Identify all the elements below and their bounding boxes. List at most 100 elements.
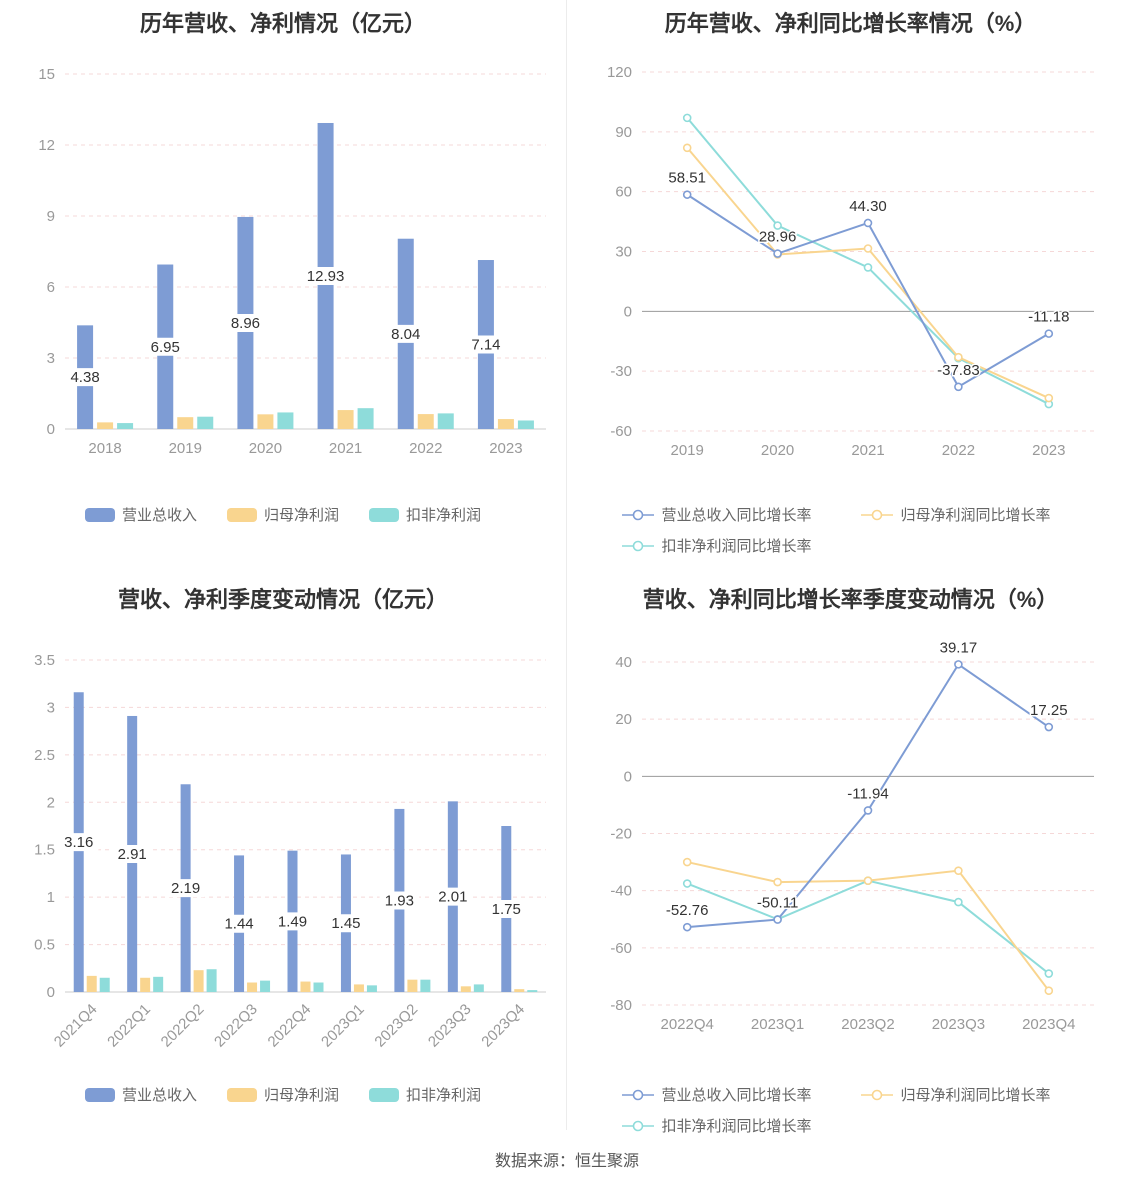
svg-text:2023Q3: 2023Q3 [425, 1001, 475, 1051]
svg-text:17.25: 17.25 [1030, 702, 1068, 719]
svg-text:-20: -20 [610, 826, 632, 843]
legend-label: 归母净利润 [263, 1087, 339, 1104]
legend-swatch-icon [369, 1087, 399, 1102]
svg-text:8.96: 8.96 [231, 315, 260, 332]
left-column: 历年营收、净利情况（亿元） 0 3 6 9 12 15 4.38 6.95 8.96 12.93 8… [0, 0, 566, 1130]
svg-text:30: 30 [615, 244, 632, 261]
svg-text:2023Q3: 2023Q3 [932, 1016, 985, 1033]
bar-value-labels: 3.16 2.91 2.19 1.44 1.49 1.45 1.93 2.01 1.75 [58, 833, 527, 933]
svg-text:1: 1 [47, 889, 55, 906]
bar-series-0 [77, 122, 494, 430]
legend-item-series-0: 营业总收入同比增长率 [621, 504, 812, 525]
data-source-note: 数据来源：恒生聚源 [494, 1153, 639, 1170]
legend-label: 营业总收入同比增长率 [661, 1087, 812, 1104]
legend-swatch-icon [226, 507, 257, 522]
svg-text:1.93: 1.93 [385, 892, 414, 909]
charts-grid: 历年营收、净利情况（亿元） 0 3 6 9 12 15 4.38 6.95 8.96 12.93 8… [0, 0, 1134, 1135]
svg-text:1.5: 1.5 [34, 842, 55, 859]
svg-text:3.5: 3.5 [34, 652, 55, 669]
svg-text:28.96: 28.96 [759, 229, 797, 246]
svg-text:6: 6 [47, 279, 55, 296]
svg-text:-60: -60 [610, 423, 632, 440]
svg-text:0: 0 [47, 421, 55, 438]
chart-title: 历年营收、净利情况（亿元） [139, 11, 426, 36]
svg-text:3: 3 [47, 350, 55, 367]
bar-value-labels: 4.38 6.95 8.96 12.93 8.04 7.14 [65, 266, 506, 387]
legend-label: 扣非净利润 [406, 507, 482, 524]
svg-text:2023Q2: 2023Q2 [841, 1016, 894, 1033]
x-axis-labels: 2021Q4 2022Q1 2022Q2 2022Q3 2022Q4 2023Q1 2023… [51, 1001, 528, 1051]
annual-growth-rate-line-section: 历年营收、净利同比增长率情况（%） 120 90 60 30 0 -30 -60 58.51 2… [567, 0, 1134, 570]
svg-text:-80: -80 [610, 997, 632, 1014]
line-series-2 [682, 876, 1054, 978]
svg-text:2022Q4: 2022Q4 [265, 1001, 315, 1051]
annual-growth-rate-line-chart: 120 90 60 30 0 -30 -60 58.51 28.96 44.30 -37.83 -11… [567, 44, 1134, 464]
quarterly-growth-rate-line-chart: 40 20 0 -20 -40 -60 -80 -52.76 -50.11 -11.94 39.17… [567, 620, 1134, 1070]
svg-text:1.49: 1.49 [278, 913, 307, 930]
svg-text:15: 15 [38, 66, 55, 83]
svg-text:2021: 2021 [851, 442, 884, 459]
svg-text:60: 60 [615, 184, 632, 201]
svg-text:2023Q4: 2023Q4 [1022, 1016, 1075, 1033]
quarterly-revenue-profit-bar-chart: 0 0.5 1 1.5 2 2.5 3 3.5 3.16 2.91 2.19 1.44 1.49 1.45… [0, 620, 566, 1070]
svg-text:40: 40 [615, 654, 632, 671]
svg-text:9: 9 [47, 208, 55, 225]
annual-bar-legend: 营业总收入 归母净利润 扣非净利润 [0, 504, 566, 525]
legend-label: 归母净利润 [263, 507, 339, 524]
svg-text:2022Q2: 2022Q2 [158, 1001, 208, 1051]
legend-line-marker-icon [621, 1120, 654, 1131]
svg-text:2022: 2022 [409, 440, 442, 457]
bar-chart-svg: 0 0.5 1 1.5 2 2.5 3 3.5 3.16 2.91 2.19 1.44 1.49 1.45… [34, 652, 546, 1051]
annual-line-legend: 营业总收入同比增长率 归母净利润同比增长率扣非净利润同比增长率 [621, 504, 1081, 556]
svg-text:0: 0 [624, 303, 632, 320]
legend-swatch-icon [369, 507, 399, 522]
legend-label: 营业总收入 [121, 507, 197, 524]
gridlines-and-yticks: 120 90 60 30 0 -30 -60 [607, 64, 1094, 440]
annual-revenue-profit-bar-chart: 0 3 6 9 12 15 4.38 6.95 8.96 12.93 8.04 7.14 2018 201… [0, 44, 566, 464]
chart-title: 营收、净利季度变动情况（亿元） [117, 587, 448, 612]
svg-text:8.04: 8.04 [391, 326, 420, 343]
svg-text:2022Q1: 2022Q1 [104, 1001, 154, 1051]
legend-label: 归母净利润同比增长率 [900, 507, 1051, 524]
svg-text:2023: 2023 [489, 440, 522, 457]
legend-item-series-0: 营业总收入 [84, 1084, 197, 1105]
svg-text:0: 0 [624, 768, 632, 785]
legend-swatch-icon [84, 507, 115, 522]
svg-text:1.45: 1.45 [331, 915, 360, 932]
svg-text:1.75: 1.75 [492, 901, 521, 918]
svg-text:3: 3 [47, 699, 55, 716]
svg-text:2023Q2: 2023Q2 [371, 1001, 421, 1051]
legend-label: 扣非净利润同比增长率 [661, 538, 812, 555]
svg-text:6.95: 6.95 [151, 339, 180, 356]
line-series-0 [682, 190, 1054, 392]
line-chart-svg: 120 90 60 30 0 -30 -60 58.51 28.96 44.30 -37.83 -11… [607, 64, 1094, 459]
legend-label: 营业总收入 [121, 1087, 197, 1104]
svg-text:-37.83: -37.83 [937, 362, 980, 379]
bar-series-1 [97, 410, 514, 429]
legend-line-marker-icon [621, 1089, 654, 1100]
legend-label: 扣非净利润同比增长率 [661, 1118, 812, 1135]
svg-text:-60: -60 [610, 940, 632, 957]
svg-text:-50.11: -50.11 [757, 895, 798, 912]
legend-item-series-1: 归母净利润同比增长率 [860, 504, 1051, 525]
legend-line-marker-icon [621, 540, 654, 551]
legend-line-marker-icon [621, 509, 654, 520]
legend-line-marker-icon [860, 509, 893, 520]
svg-text:12.93: 12.93 [307, 268, 345, 285]
line-series-0 [682, 660, 1054, 932]
svg-text:2022Q4: 2022Q4 [661, 1016, 714, 1033]
svg-text:2021: 2021 [329, 440, 362, 457]
svg-text:1.44: 1.44 [224, 916, 253, 933]
chart-title: 历年营收、净利同比增长率情况（%） [664, 11, 1037, 36]
svg-text:2.01: 2.01 [438, 889, 467, 906]
svg-text:-11.18: -11.18 [1028, 309, 1069, 326]
svg-text:20: 20 [615, 711, 632, 728]
bar-series-2 [117, 408, 534, 429]
legend-item-series-0: 营业总收入 [84, 504, 197, 525]
svg-text:44.30: 44.30 [849, 198, 887, 215]
legend-item-series-2: 扣非净利润同比增长率 [621, 1115, 812, 1136]
svg-text:2018: 2018 [88, 440, 121, 457]
svg-text:12: 12 [38, 137, 55, 154]
